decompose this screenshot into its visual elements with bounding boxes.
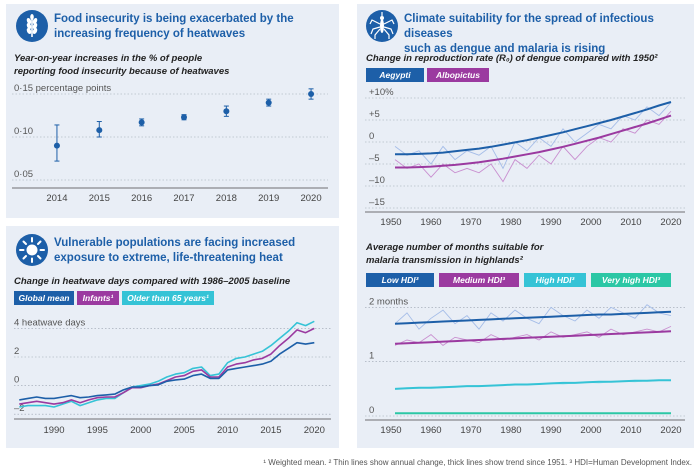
malaria-chart: 2 months 1 0 1950 1960 1970 1980 1990 2000 2010 20… xyxy=(365,296,685,436)
y-tick-label: 0 xyxy=(369,131,374,142)
y-tick-label: –10 xyxy=(369,175,385,186)
heat-panel xyxy=(6,226,339,448)
dengue-chart: +10% +5 0 –5 –10 –15 1950 1960 1970 1980 1990 2000 2… xyxy=(365,87,685,228)
x-tick-label: 2000 xyxy=(580,217,601,228)
data-point xyxy=(53,142,60,149)
x-tick-label: 2005 xyxy=(174,425,195,436)
y-tick-label: 0·10 xyxy=(14,126,33,137)
y-tick-label: 0·15 percentage points xyxy=(14,84,111,94)
data-point xyxy=(265,99,272,106)
trend-line xyxy=(395,101,672,156)
legend-albopictus: Albopictus xyxy=(427,68,489,82)
y-tick-label: –5 xyxy=(369,153,380,164)
y-tick-label: 0 xyxy=(14,375,19,386)
food-insecurity-panel xyxy=(6,4,339,218)
legend-older-65: Older than 65 years¹ xyxy=(122,291,214,305)
x-tick-label: 1950 xyxy=(380,425,401,436)
x-tick-label: 1990 xyxy=(43,425,64,436)
legend-infants: Infants¹ xyxy=(77,291,119,305)
malaria-chart-subtitle: Average number of months suitable for ma… xyxy=(366,242,544,266)
series-line xyxy=(19,320,315,408)
y-tick-label: 4 heatwave days xyxy=(14,317,86,328)
x-tick-label: 2010 xyxy=(620,217,641,228)
series-line xyxy=(19,341,315,401)
x-tick-label: 1980 xyxy=(500,425,521,436)
x-tick-label: 1950 xyxy=(380,217,401,228)
footnote: ¹ Weighted mean. ² Thin lines show annua… xyxy=(263,458,692,467)
trend-line xyxy=(395,114,672,169)
legend-high-hdi: High HDI³ xyxy=(524,273,586,287)
data-point xyxy=(181,114,187,121)
food-chart-subtitle: Year-on-year increases in the % of peopl… xyxy=(14,53,230,77)
legend-aegypti: Aegypti xyxy=(366,68,424,82)
food-panel-title: Food insecurity is being exacerbated by … xyxy=(54,13,294,40)
climate-panel-title: Climate suitability for the spread of in… xyxy=(404,13,654,55)
x-tick-label: 2017 xyxy=(173,193,194,204)
x-tick-label: 2020 xyxy=(660,217,681,228)
data-point xyxy=(138,119,145,126)
heat-chart-subtitle: Change in heatwave days compared with 19… xyxy=(14,276,291,287)
legend-global-mean: Global mean xyxy=(14,291,74,305)
x-tick-label: 1970 xyxy=(460,425,481,436)
x-tick-label: 2020 xyxy=(300,193,321,204)
y-tick-label: 2 months xyxy=(369,296,408,307)
legend-very-high-hdi: Very high HDI³ xyxy=(591,273,671,287)
x-tick-label: 1990 xyxy=(540,217,561,228)
x-tick-label: 2000 xyxy=(580,425,601,436)
x-tick-label: 1960 xyxy=(420,217,441,228)
x-tick-label: 1990 xyxy=(540,425,561,436)
x-tick-label: 2010 xyxy=(620,425,641,436)
y-tick-label: 2 xyxy=(14,346,19,357)
y-tick-label: 0·05 xyxy=(14,169,33,180)
mosquito-icon xyxy=(366,10,398,42)
x-tick-label: 1970 xyxy=(460,217,481,228)
x-tick-label: 2019 xyxy=(258,193,279,204)
y-tick-label: +10% xyxy=(369,87,394,98)
trend-line xyxy=(394,310,672,325)
data-point xyxy=(223,108,230,115)
annual-line xyxy=(394,102,672,170)
y-tick-label: +5 xyxy=(369,109,380,120)
trend-line xyxy=(394,330,672,345)
y-tick-label: 0 xyxy=(369,405,374,416)
y-tick-label: –15 xyxy=(369,197,385,208)
food-insecurity-chart: 0·15 percentage points 0·10 0·05 2014 2015 20… xyxy=(12,84,328,204)
x-tick-label: 2000 xyxy=(130,425,151,436)
x-tick-label: 2015 xyxy=(89,193,110,204)
x-tick-label: 1980 xyxy=(500,217,521,228)
x-tick-label: 2016 xyxy=(131,193,152,204)
x-tick-label: 2010 xyxy=(217,425,238,436)
x-tick-label: 2014 xyxy=(46,193,67,204)
annual-line xyxy=(394,110,672,183)
y-tick-label: 1 xyxy=(369,351,374,362)
data-point xyxy=(308,91,315,97)
x-tick-label: 2020 xyxy=(660,425,681,436)
x-tick-label: 1995 xyxy=(87,425,108,436)
trend-line xyxy=(394,379,671,390)
sun-icon xyxy=(16,234,48,266)
x-tick-label: 2015 xyxy=(260,425,281,436)
data-point xyxy=(96,127,103,134)
wheat-icon xyxy=(16,10,48,42)
x-tick-label: 2020 xyxy=(304,425,325,436)
y-tick-label: –2 xyxy=(14,403,25,414)
series-line xyxy=(19,327,315,405)
legend-medium-hdi: Medium HDI³ xyxy=(439,273,519,287)
x-tick-label: 1960 xyxy=(420,425,441,436)
legend-low-hdi: Low HDI³ xyxy=(366,273,434,287)
dengue-chart-subtitle: Change in reproduction rate (R₀) of deng… xyxy=(366,53,658,64)
x-tick-label: 2018 xyxy=(216,193,237,204)
heat-panel-title: Vulnerable populations are facing increa… xyxy=(54,237,296,264)
heatwave-chart: 4 heatwave days 2 0 –2 1990 1995 2000 2005 2010 2… xyxy=(14,317,331,436)
